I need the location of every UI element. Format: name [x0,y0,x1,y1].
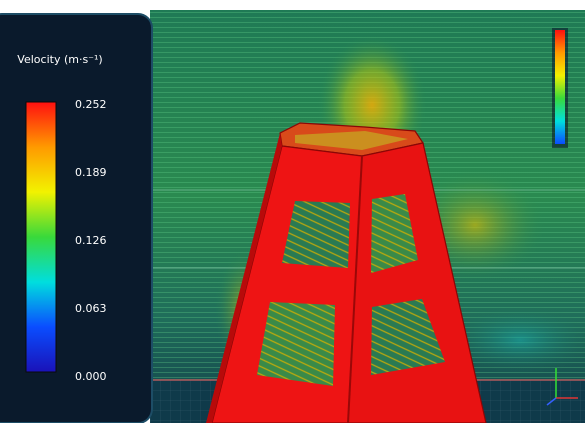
window-right-upper-flow [371,194,418,273]
structure-inner-top [295,131,408,150]
axis-z-line [546,397,557,406]
legend-tick: 0.126 [75,234,107,247]
axis-triad [546,368,578,406]
structure-left-edge [206,133,282,423]
legend-tick: 0.252 [75,98,107,111]
window-right-lower-flow [371,299,445,375]
legend-color-bar [25,101,57,373]
window-front-upper-flow [282,201,350,268]
window-front-lower-flow [257,302,335,386]
legend-title: Velocity (m·s⁻¹) [17,53,102,66]
structure-front-edge [347,155,363,423]
mini-legend-bar [555,30,565,144]
legend-tick: 0.063 [75,302,107,315]
legend-panel-bg [0,13,153,423]
legend-tick: 0.189 [75,166,107,179]
velocity-wake-low [445,305,585,375]
legend-panel: Velocity (m·s⁻¹) 0.252 0.189 0.126 0.063… [0,13,153,423]
cfd-viewport[interactable]: Velocity (m·s⁻¹) 0.252 0.189 0.126 0.063… [0,10,585,423]
pyramid-structure [206,122,487,423]
mini-color-legend [552,28,568,148]
legend-tick: 0.000 [75,370,107,383]
